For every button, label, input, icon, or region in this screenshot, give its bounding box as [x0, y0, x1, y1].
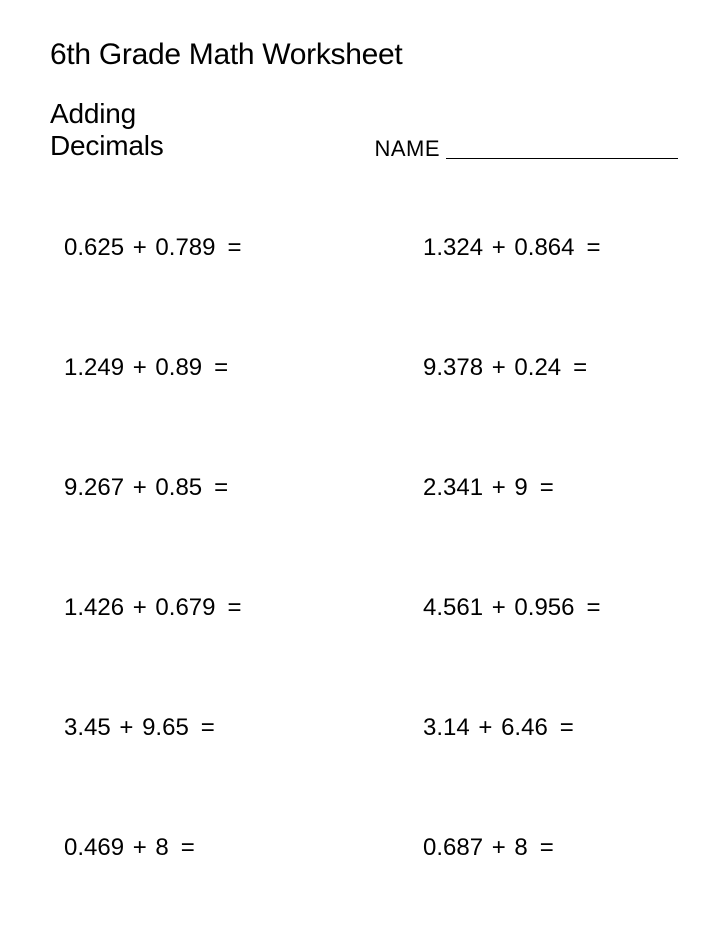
operand-a: 1.249 — [64, 354, 124, 381]
problem-2: 1.324 + 0.864 = — [391, 234, 678, 262]
operator: + — [478, 714, 492, 741]
equals: = — [201, 714, 215, 741]
operator: + — [492, 354, 506, 381]
operand-b: 0.789 — [155, 234, 215, 261]
operand-b: 0.85 — [155, 474, 202, 501]
operator: + — [119, 714, 133, 741]
operand-a: 1.324 — [423, 234, 483, 261]
equals: = — [560, 714, 574, 741]
operand-b: 0.24 — [514, 354, 561, 381]
operand-a: 0.625 — [64, 234, 124, 261]
operand-a: 4.561 — [423, 594, 483, 621]
worksheet-title: 6th Grade Math Worksheet — [50, 38, 678, 72]
operand-a: 3.45 — [64, 714, 111, 741]
equals: = — [181, 834, 195, 861]
equals: = — [586, 594, 600, 621]
subheader: Adding Decimals NAME — [50, 98, 678, 162]
name-label: NAME — [374, 136, 440, 162]
equals: = — [540, 834, 554, 861]
operand-a: 3.14 — [423, 714, 470, 741]
operand-b: 8 — [514, 834, 527, 861]
operand-a: 0.469 — [64, 834, 124, 861]
operator: + — [133, 234, 147, 261]
operand-a: 9.378 — [423, 354, 483, 381]
operator: + — [133, 594, 147, 621]
equals: = — [586, 234, 600, 261]
operator: + — [133, 834, 147, 861]
problem-4: 9.378 + 0.24 = — [391, 354, 678, 382]
operand-b: 6.46 — [501, 714, 548, 741]
operand-a: 0.687 — [423, 834, 483, 861]
problem-5: 9.267 + 0.85 = — [64, 474, 351, 502]
operand-a: 2.341 — [423, 474, 483, 501]
problem-7: 1.426 + 0.679 = — [64, 594, 351, 622]
problem-3: 1.249 + 0.89 = — [64, 354, 351, 382]
operand-b: 8 — [155, 834, 168, 861]
problem-10: 3.14 + 6.46 = — [391, 714, 678, 742]
operand-b: 0.679 — [155, 594, 215, 621]
operand-b: 0.956 — [514, 594, 574, 621]
operator: + — [492, 834, 506, 861]
operator: + — [133, 354, 147, 381]
operand-b: 0.89 — [155, 354, 202, 381]
equals: = — [214, 354, 228, 381]
operand-a: 9.267 — [64, 474, 124, 501]
equals: = — [227, 594, 241, 621]
equals: = — [540, 474, 554, 501]
problem-11: 0.469 + 8 = — [64, 834, 351, 862]
operator: + — [133, 474, 147, 501]
operand-b: 9.65 — [142, 714, 189, 741]
equals: = — [214, 474, 228, 501]
equals: = — [573, 354, 587, 381]
problem-8: 4.561 + 0.956 = — [391, 594, 678, 622]
operand-b: 9 — [514, 474, 527, 501]
problem-12: 0.687 + 8 = — [391, 834, 678, 862]
operand-a: 1.426 — [64, 594, 124, 621]
operator: + — [492, 234, 506, 261]
worksheet-subtitle: Adding Decimals — [50, 98, 248, 162]
equals: = — [227, 234, 241, 261]
problem-6: 2.341 + 9 = — [391, 474, 678, 502]
name-section: NAME — [374, 136, 678, 162]
problem-9: 3.45 + 9.65 = — [64, 714, 351, 742]
problem-1: 0.625 + 0.789 = — [64, 234, 351, 262]
problems-grid: 0.625 + 0.789 = 1.324 + 0.864 = 1.249 + 0.… — [50, 234, 678, 862]
operator: + — [492, 594, 506, 621]
operand-b: 0.864 — [514, 234, 574, 261]
operator: + — [492, 474, 506, 501]
name-input-line[interactable] — [446, 158, 678, 159]
